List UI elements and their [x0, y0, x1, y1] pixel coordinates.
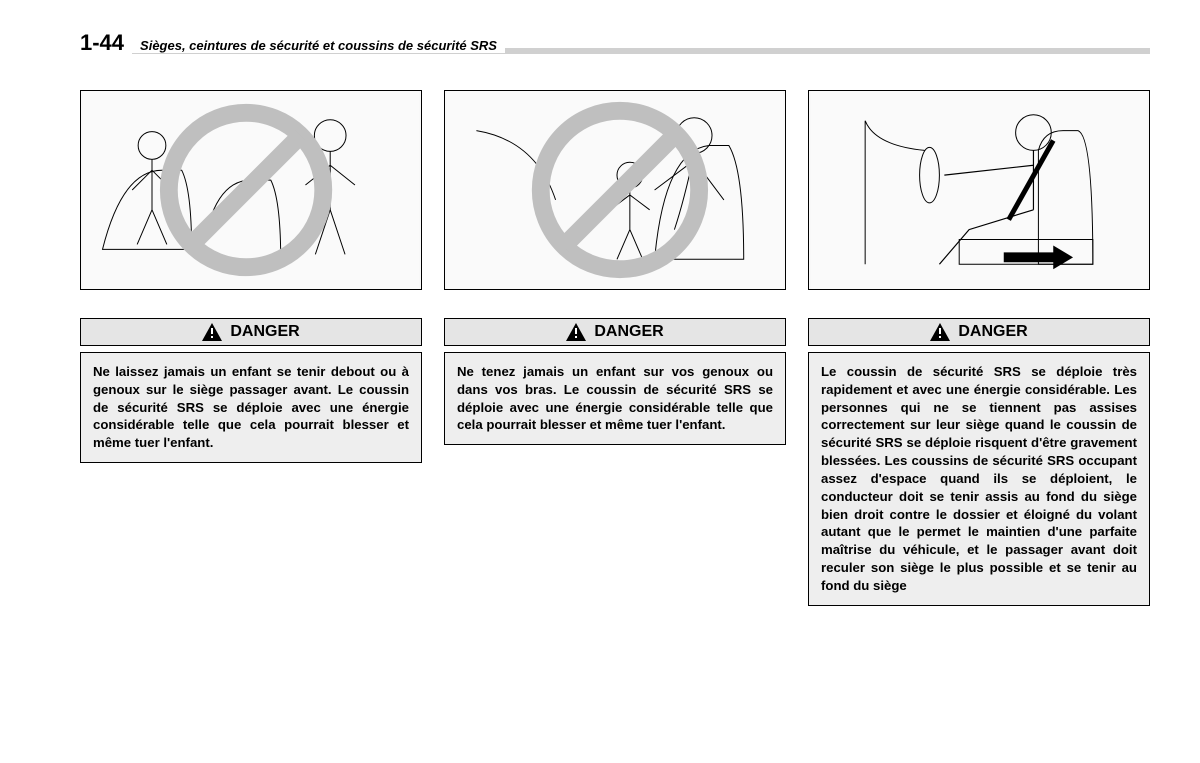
danger-body-3: Le coussin de sécurité SRS se déploie tr… — [808, 352, 1150, 606]
page-number: 1-44 — [80, 30, 132, 56]
column-3: DANGER Le coussin de sécurité SRS se dép… — [808, 90, 1150, 606]
danger-label: DANGER — [594, 323, 663, 341]
danger-label: DANGER — [958, 323, 1027, 341]
danger-label: DANGER — [230, 323, 299, 341]
danger-header-2: DANGER — [444, 318, 786, 346]
warning-triangle-icon — [566, 323, 586, 341]
danger-header-3: DANGER — [808, 318, 1150, 346]
column-1: DANGER Ne laissez jamais un enfant se te… — [80, 90, 422, 606]
illustration-correct-posture — [808, 90, 1150, 290]
danger-body-2: Ne tenez jamais un enfant sur vos genoux… — [444, 352, 786, 445]
column-2: DANGER Ne tenez jamais un enfant sur vos… — [444, 90, 786, 606]
illustration-child-standing — [80, 90, 422, 290]
danger-body-1: Ne laissez jamais un enfant se tenir deb… — [80, 352, 422, 463]
warning-triangle-icon — [930, 323, 950, 341]
chapter-title: Sièges, ceintures de sécurité et coussin… — [132, 38, 505, 53]
danger-header-1: DANGER — [80, 318, 422, 346]
illustration-child-on-lap — [444, 90, 786, 290]
page-header: 1-44 Sièges, ceintures de sécurité et co… — [80, 30, 1150, 56]
warning-triangle-icon — [202, 323, 222, 341]
content-columns: DANGER Ne laissez jamais un enfant se te… — [80, 90, 1150, 606]
